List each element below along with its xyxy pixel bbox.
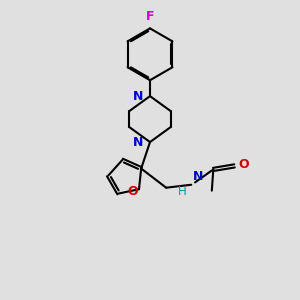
Text: F: F — [146, 10, 154, 23]
Text: N: N — [193, 170, 203, 183]
Text: N: N — [133, 90, 143, 103]
Text: O: O — [238, 158, 249, 171]
Text: O: O — [127, 185, 138, 198]
Text: N: N — [133, 136, 143, 148]
Text: H: H — [177, 185, 186, 198]
